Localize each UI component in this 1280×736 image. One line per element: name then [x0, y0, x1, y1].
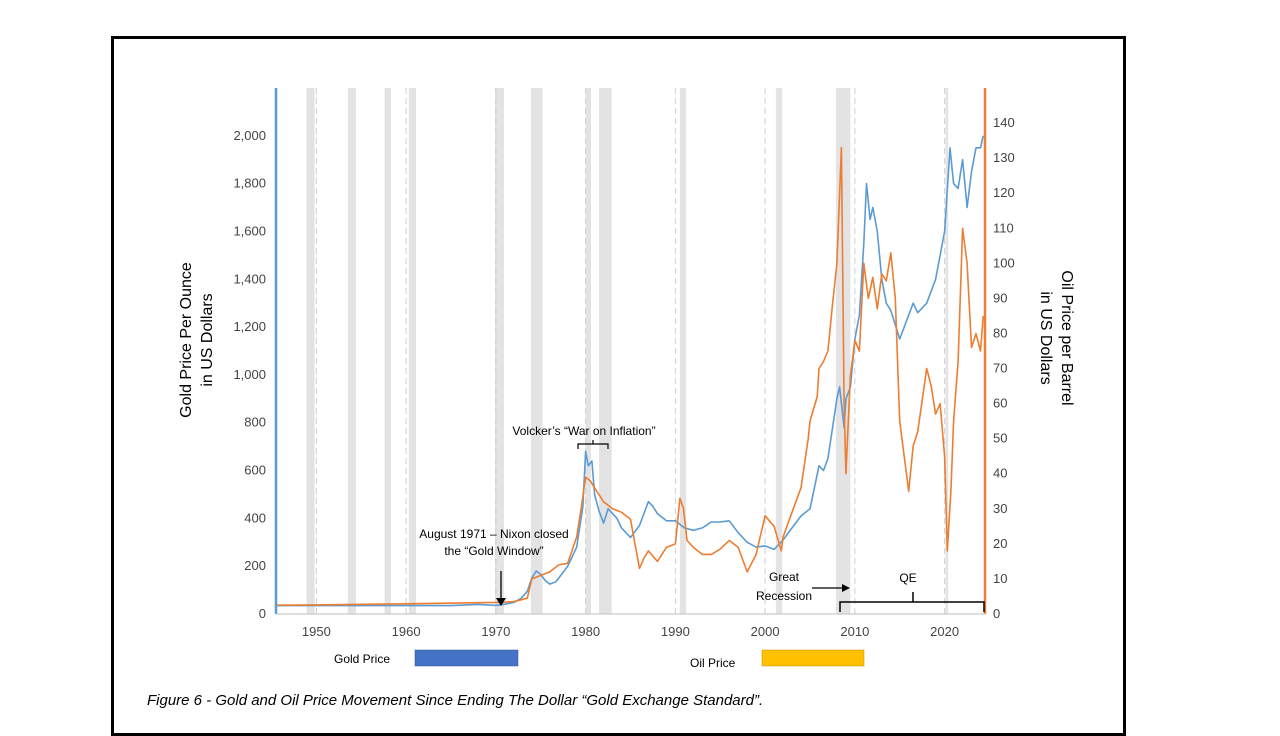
right-tick-label: 140	[993, 115, 1015, 130]
oil-price-line	[275, 146, 984, 606]
left-tick-label: 200	[244, 558, 266, 573]
right-tick-label: 70	[993, 361, 1007, 376]
right-tick-label: 30	[993, 501, 1007, 516]
recession-band-7	[599, 88, 612, 614]
left-tick-label: 1,600	[233, 223, 266, 238]
left-tick-label: 1,800	[233, 176, 266, 191]
right-tick-label: 20	[993, 536, 1007, 551]
nixon-annotation-line2: the “Gold Window”	[444, 544, 543, 558]
right-tick-label: 100	[993, 255, 1015, 270]
recession-band-5	[530, 88, 543, 614]
recession-band-2	[384, 88, 391, 614]
right-axis-ticks: 0 10 20 30 40 50 60 70 80 90 100 110 120 130 140	[993, 115, 1015, 621]
x-tick-label: 1950	[302, 624, 331, 639]
axes	[274, 88, 987, 615]
recession-band-0	[306, 88, 315, 614]
right-axis-label-line1: Oil Price per Barrel	[1058, 270, 1075, 405]
right-tick-label: 110	[993, 220, 1014, 235]
great-recession-arrow-head	[842, 584, 850, 592]
right-tick-label: 40	[993, 466, 1007, 481]
right-tick-label: 0	[993, 606, 1000, 621]
left-tick-label: 2,000	[233, 128, 266, 143]
recession-band-11	[945, 88, 949, 614]
right-tick-label: 80	[993, 325, 1007, 340]
qe-label: QE	[899, 571, 916, 585]
left-tick-label: 1,200	[233, 319, 266, 334]
left-axis-ticks: 0 200 400 600 800 1,000 1,200 1,400 1,600 1,800 2,…	[233, 128, 266, 621]
x-tick-label: 1970	[481, 624, 510, 639]
left-tick-label: 600	[244, 463, 266, 478]
x-tick-label: 1960	[392, 624, 421, 639]
series-lines	[275, 135, 984, 607]
nixon-arrow-head	[496, 598, 506, 606]
x-tick-label: 1980	[571, 624, 600, 639]
volcker-annotation: Volcker’s “War on Inflation”	[512, 424, 655, 438]
right-tick-label: 60	[993, 396, 1007, 411]
left-tick-label: 1,000	[233, 367, 266, 382]
recession-band-3	[408, 88, 417, 614]
volcker-bracket	[577, 440, 609, 449]
right-tick-label: 120	[993, 185, 1015, 200]
recession-band-6	[585, 88, 592, 614]
legend-oil-swatch	[761, 649, 865, 667]
right-axis-label-line2: in US Dollars	[1037, 291, 1054, 384]
left-tick-label: 1,400	[233, 271, 266, 286]
gridlines	[315, 88, 946, 614]
x-axis-ticks: 1950 1960 1970 1980 1990 2000 2010 2020	[302, 624, 959, 639]
recession-band-4	[494, 88, 504, 614]
legend-gold-swatch	[414, 649, 519, 667]
recession-band-1	[347, 88, 356, 614]
left-tick-label: 800	[244, 415, 266, 430]
x-tick-label: 1990	[661, 624, 690, 639]
qe-bracket	[839, 592, 985, 612]
left-tick-label: 0	[259, 606, 266, 621]
right-tick-label: 10	[993, 571, 1007, 586]
left-tick-label: 400	[244, 510, 266, 525]
gold-price-line	[276, 135, 984, 607]
recession-band-8	[679, 88, 687, 614]
legend-gold-label: Gold Price	[334, 652, 390, 666]
great-recession-label-line1: Great	[769, 570, 800, 584]
right-tick-label: 50	[993, 431, 1007, 446]
x-tick-label: 2010	[840, 624, 869, 639]
legend-oil-label: Oil Price	[690, 656, 736, 670]
x-tick-label: 2000	[751, 624, 780, 639]
recession-band-9	[775, 88, 783, 614]
left-axis-label-line1: Gold Price Per Ounce	[178, 262, 195, 418]
nixon-annotation-line1: August 1971 – Nixon closed	[419, 527, 568, 541]
figure-caption: Figure 6 - Gold and Oil Price Movement S…	[147, 692, 764, 709]
x-tick-label: 2020	[930, 624, 959, 639]
right-tick-label: 90	[993, 290, 1007, 305]
gold-oil-chart: 02004006008001,0001,2001,4001,6001,8002,…	[178, 88, 1075, 670]
left-axis-label-line2: in US Dollars	[199, 293, 216, 386]
right-tick-label: 130	[993, 150, 1015, 165]
great-recession-label-line2: Recession	[756, 589, 812, 603]
